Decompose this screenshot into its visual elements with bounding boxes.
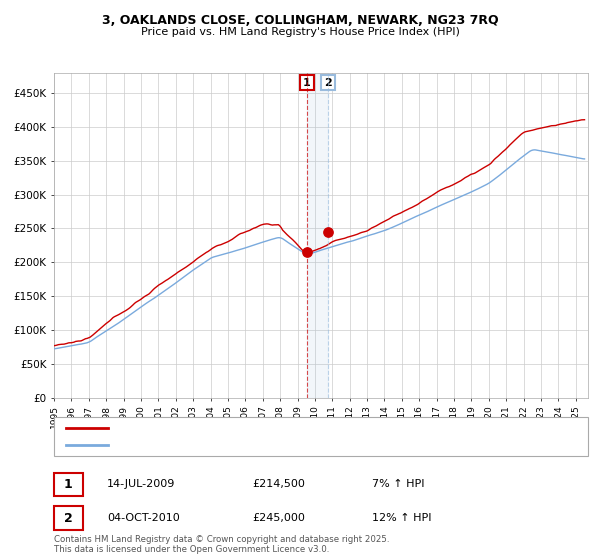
Text: HPI: Average price, detached house, Newark and Sherwood: HPI: Average price, detached house, Newa… — [117, 440, 408, 450]
Text: £245,000: £245,000 — [252, 513, 305, 523]
Text: 3, OAKLANDS CLOSE, COLLINGHAM, NEWARK, NG23 7RQ (detached house): 3, OAKLANDS CLOSE, COLLINGHAM, NEWARK, N… — [117, 423, 485, 433]
Text: 12% ↑ HPI: 12% ↑ HPI — [372, 513, 431, 523]
Bar — [307, 73, 328, 398]
Point — [323, 227, 333, 236]
Text: 1: 1 — [64, 478, 73, 491]
Text: Contains HM Land Registry data © Crown copyright and database right 2025.
This d: Contains HM Land Registry data © Crown c… — [54, 535, 389, 554]
Text: £214,500: £214,500 — [252, 479, 305, 489]
Point — [302, 248, 312, 257]
Text: Price paid vs. HM Land Registry's House Price Index (HPI): Price paid vs. HM Land Registry's House … — [140, 27, 460, 37]
Text: 04-OCT-2010: 04-OCT-2010 — [107, 513, 179, 523]
Text: 7% ↑ HPI: 7% ↑ HPI — [372, 479, 425, 489]
Text: 14-JUL-2009: 14-JUL-2009 — [107, 479, 175, 489]
Text: 3, OAKLANDS CLOSE, COLLINGHAM, NEWARK, NG23 7RQ: 3, OAKLANDS CLOSE, COLLINGHAM, NEWARK, N… — [101, 14, 499, 27]
Text: 2: 2 — [324, 78, 332, 88]
Text: 2: 2 — [64, 511, 73, 525]
Text: 1: 1 — [303, 78, 311, 88]
